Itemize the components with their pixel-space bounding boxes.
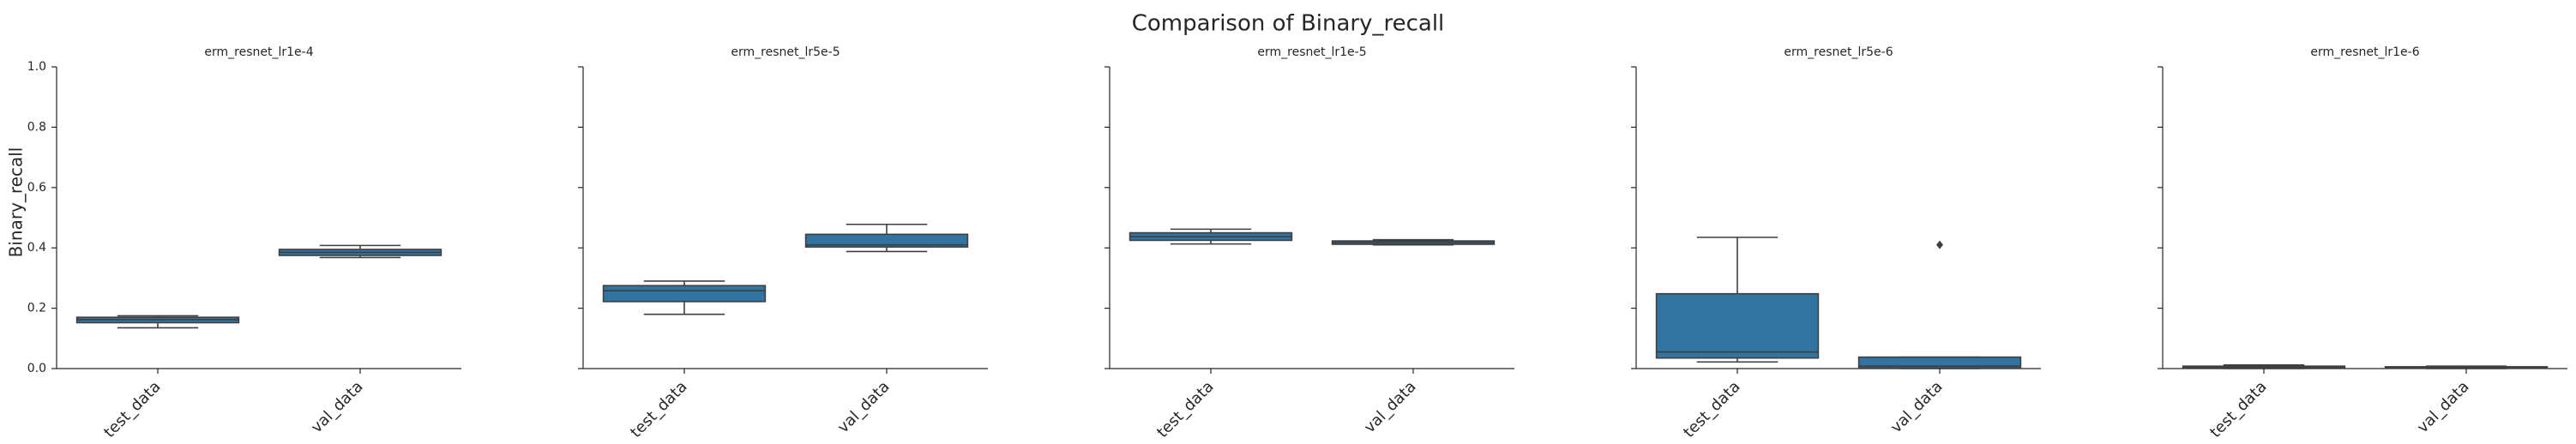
- panel-title: erm_resnet_lr1e-6: [2310, 45, 2419, 59]
- panels: erm_resnet_lr1e-4 0.0 0.2 0.4 0.6 0.8 1.0 test_…: [27, 45, 2567, 441]
- y-tick-label: 0.2: [27, 302, 46, 315]
- x-tick-label: val_data: [1887, 378, 1947, 437]
- x-tick-label: test_data: [2206, 378, 2270, 441]
- x-tick-label: val_data: [308, 378, 367, 437]
- box-body: [602, 285, 767, 303]
- x-tick-label: test_data: [627, 378, 690, 441]
- box-test_data: [1129, 228, 1293, 245]
- box-test_data: [602, 280, 767, 315]
- y-tick-label: 1.0: [27, 60, 46, 74]
- x-tick-label: test_data: [1153, 378, 1217, 441]
- y-axis-label: Binary_recall: [6, 147, 27, 258]
- panel-title: erm_resnet_lr1e-4: [204, 45, 313, 59]
- panel-2: erm_resnet_lr5e-5 test_data val_data: [578, 45, 988, 441]
- panel-3: erm_resnet_lr1e-5 test_data val_data: [1104, 45, 1514, 441]
- panel-5: erm_resnet_lr1e-6 test_data val_data: [2158, 45, 2567, 441]
- panel-title: erm_resnet_lr5e-6: [1784, 45, 1893, 59]
- y-tick-label: 0.4: [27, 241, 46, 255]
- box-body: [1655, 292, 1820, 359]
- x-tick-label: val_data: [1361, 378, 1420, 437]
- box-test_data: [2182, 363, 2346, 369]
- x-tick-label: val_data: [2414, 378, 2473, 437]
- panel-title: erm_resnet_lr1e-5: [1257, 45, 1366, 59]
- y-tick-label: 0.0: [27, 362, 46, 375]
- chart-title: Comparison of Binary_recall: [1132, 11, 1445, 37]
- box-val_data: [278, 244, 442, 259]
- box-body: [804, 233, 969, 248]
- x-tick-label: test_data: [100, 378, 164, 441]
- panel-title: erm_resnet_lr5e-5: [731, 45, 840, 59]
- outlier-point: [1936, 240, 1943, 249]
- box-val_data: [1331, 238, 1496, 246]
- panel-1: erm_resnet_lr1e-4 0.0 0.2 0.4 0.6 0.8 1.0 test_…: [27, 45, 461, 441]
- x-tick-label: test_data: [1680, 378, 1743, 441]
- box-val_data: [804, 223, 969, 253]
- y-tick-label: 0.6: [27, 181, 46, 195]
- panel-4: erm_resnet_lr5e-6 test_data val_data: [1631, 45, 2041, 441]
- box-val_data: [2384, 365, 2549, 369]
- y-tick-label: 0.8: [27, 120, 46, 134]
- box-test_data: [75, 315, 240, 329]
- box-body: [1857, 356, 2022, 369]
- box-val_data: [1857, 240, 2022, 369]
- x-tick-label: val_data: [834, 378, 894, 437]
- box-test_data: [1655, 237, 1820, 363]
